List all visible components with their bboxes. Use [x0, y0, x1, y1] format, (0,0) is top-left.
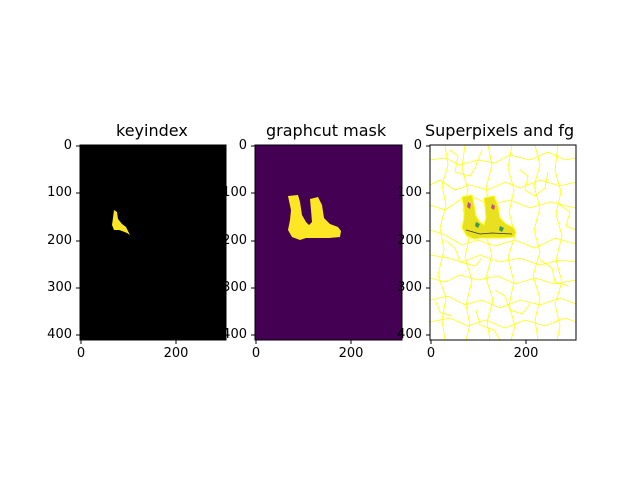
superpixel-boundaries: [430, 145, 576, 340]
panel1-xtick-1: 200: [163, 346, 189, 361]
panel3-fg-boots: [461, 194, 517, 240]
panel3-title: Superpixels and fg: [425, 121, 575, 140]
panel2-xtick-0: 0: [251, 346, 261, 361]
panel1-ytick-3: 300: [47, 280, 72, 295]
panel1-ticks: [76, 145, 177, 344]
panel2-image: [254, 144, 403, 341]
panel2-mask-boots: [288, 195, 341, 240]
panel3-ytick-0: 0: [413, 138, 422, 153]
panel1-ytick-4: 400: [47, 327, 72, 342]
panel1-ytick-0: 0: [63, 138, 72, 153]
panel1-mask-region: [112, 210, 130, 235]
panel2-ticks: [251, 145, 352, 344]
panel2-xtick-1: 200: [338, 346, 364, 361]
panel2-title: graphcut mask: [266, 121, 387, 140]
panel2-ytick-0: 0: [238, 138, 247, 153]
panel3-xtick-0: 0: [426, 346, 436, 361]
panel1-ytick-1: 100: [47, 185, 72, 200]
panel2-ytick-2: 200: [222, 233, 247, 248]
panel2-ytick-3: 300: [222, 280, 247, 295]
panel3-ticks: [426, 145, 527, 344]
panel3-ytick-2: 200: [397, 233, 422, 248]
panel1-title: keyindex: [116, 121, 188, 140]
panel1-xtick-0: 0: [76, 346, 86, 361]
panel2-ytick-4: 400: [222, 327, 247, 342]
panel3-ytick-4: 400: [397, 327, 422, 342]
panel3-xtick-1: 200: [513, 346, 539, 361]
panel1-image: [79, 144, 227, 341]
panel3-ytick-1: 100: [397, 185, 422, 200]
panel3-ytick-3: 300: [397, 280, 422, 295]
panel2-ytick-1: 100: [222, 185, 247, 200]
panel1-ytick-2: 200: [47, 233, 72, 248]
panel3-image: [429, 144, 577, 341]
